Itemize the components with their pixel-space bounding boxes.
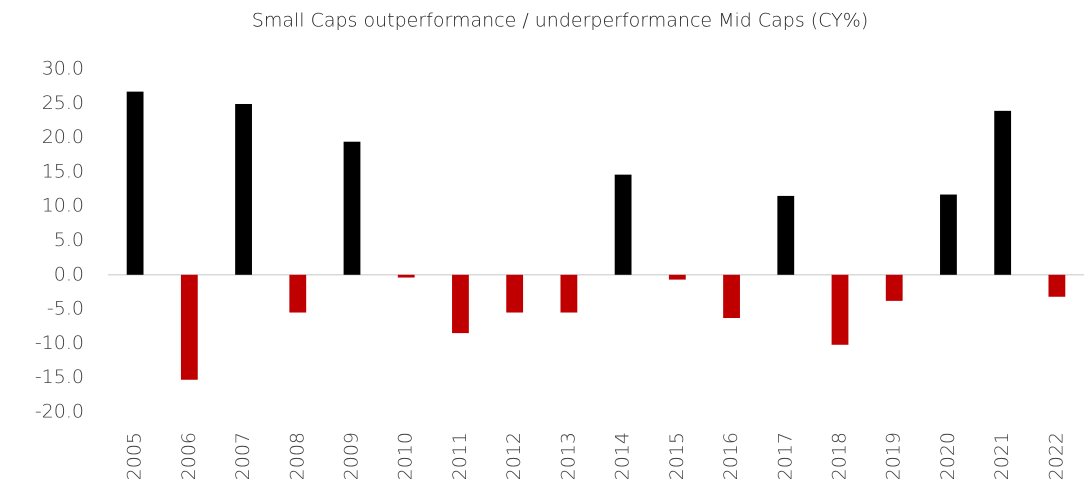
x-tick-label: 2011: [449, 432, 471, 480]
bar: [723, 274, 740, 319]
y-tick-label: 0.0: [54, 263, 84, 285]
x-tick-label: 2017: [774, 432, 796, 480]
y-tick-label: 10.0: [42, 195, 84, 217]
x-tick-label: 2015: [666, 432, 688, 480]
y-tick-label: 20.0: [42, 126, 84, 148]
x-tick-label: 2013: [557, 432, 579, 480]
y-tick-label: -20.0: [35, 401, 84, 423]
x-tick-label: 2019: [883, 432, 905, 480]
bar: [126, 91, 144, 275]
x-tick-label: 2008: [286, 432, 308, 480]
bar: [994, 110, 1012, 275]
bar: [1048, 274, 1066, 297]
bar: [940, 194, 957, 275]
y-tick-label: -15.0: [35, 366, 84, 388]
y-tick-label: 5.0: [54, 229, 84, 251]
x-tick-label: 2009: [341, 432, 363, 480]
bar: [506, 274, 524, 313]
bar: [397, 274, 415, 278]
x-tick-label: 2006: [178, 432, 200, 480]
bar: [885, 274, 903, 301]
x-tick-label: 2012: [503, 432, 525, 480]
x-tick-label: 2018: [829, 432, 851, 480]
y-tick-label: 30.0: [42, 58, 84, 80]
x-tick-label: 2010: [395, 432, 417, 480]
x-tick-label: 2005: [124, 432, 146, 480]
bar: [343, 141, 361, 275]
bar: [668, 274, 686, 280]
bar: [614, 174, 632, 275]
y-tick-label: 25.0: [42, 92, 84, 114]
bar: [235, 103, 252, 275]
bar: [777, 195, 795, 275]
bar: [452, 274, 469, 334]
x-tick-label: 2022: [1045, 432, 1067, 480]
x-tick-label: 2016: [720, 432, 742, 480]
y-tick-label: -10.0: [35, 332, 84, 354]
y-tick-label: 15.0: [42, 160, 84, 182]
bar: [180, 274, 198, 380]
bar: [289, 274, 307, 313]
chart-title: Small Caps outperformance / underperform…: [252, 10, 868, 32]
x-tick-label: 2014: [612, 432, 634, 480]
x-tick-label: 2007: [232, 432, 254, 480]
x-tick-label: 2020: [937, 432, 959, 480]
y-tick-label: -5.0: [47, 298, 84, 320]
bar: [560, 274, 578, 313]
x-tick-label: 2021: [991, 432, 1013, 480]
bar: [831, 274, 849, 345]
